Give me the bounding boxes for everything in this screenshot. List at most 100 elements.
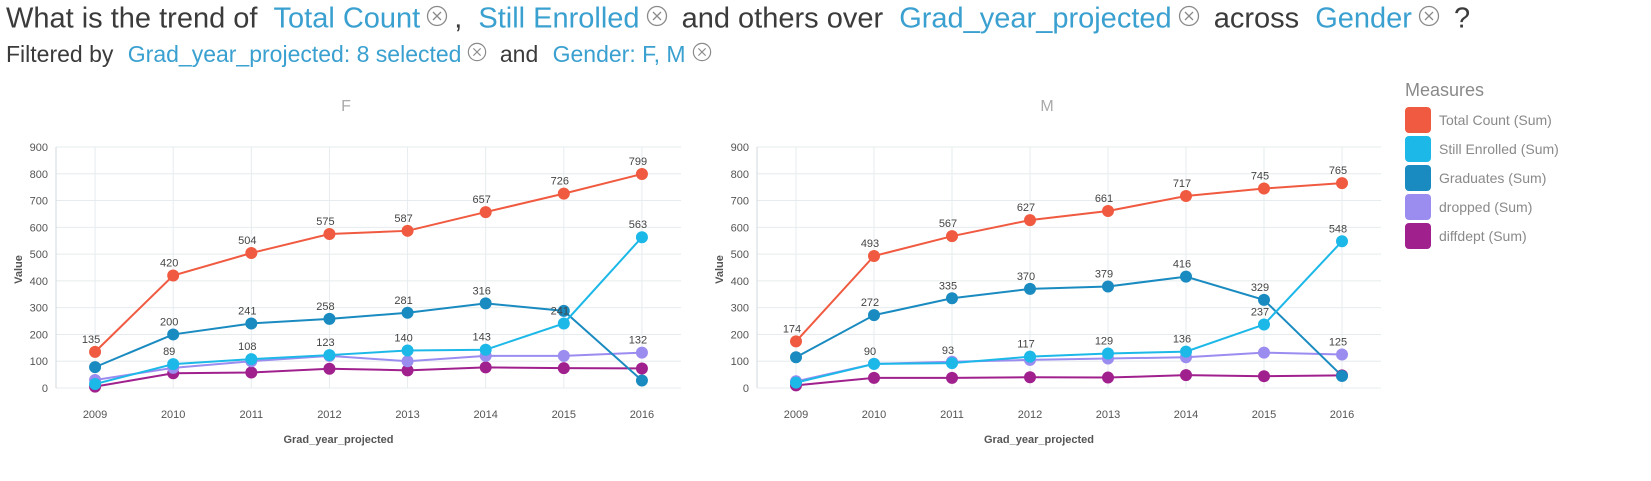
data-point bbox=[401, 224, 414, 237]
legend-item[interactable]: Total Count (Sum) bbox=[1405, 105, 1559, 134]
data-point bbox=[245, 317, 258, 330]
data-point bbox=[1102, 347, 1114, 360]
data-label: 90 bbox=[864, 346, 876, 358]
token-still-enrolled[interactable]: Still Enrolled bbox=[478, 2, 640, 35]
filter-token-gender[interactable]: Gender: F, M bbox=[552, 41, 686, 68]
x-tick-label: 2009 bbox=[784, 409, 808, 421]
data-point bbox=[479, 206, 492, 219]
data-point bbox=[557, 304, 570, 317]
data-label: 493 bbox=[861, 238, 879, 250]
remove-icon[interactable] bbox=[646, 0, 668, 36]
data-point bbox=[1024, 350, 1036, 363]
data-point bbox=[1258, 293, 1270, 306]
y-tick-label: 0 bbox=[743, 383, 749, 395]
y-tick-label: 700 bbox=[731, 196, 749, 208]
data-point bbox=[946, 230, 958, 243]
data-point bbox=[946, 292, 958, 305]
data-point bbox=[401, 344, 414, 357]
data-point bbox=[89, 361, 102, 374]
x-axis-label: Grad_year_projected bbox=[283, 434, 393, 446]
data-label: 416 bbox=[1173, 259, 1191, 271]
series-line bbox=[94, 302, 643, 382]
data-point bbox=[557, 317, 570, 330]
data-point bbox=[167, 269, 180, 282]
filter-token-grad-year[interactable]: Grad_year_projected: 8 selected bbox=[127, 41, 462, 68]
data-label: 587 bbox=[394, 213, 412, 225]
legend-item[interactable]: diffdept (Sum) bbox=[1405, 221, 1559, 250]
data-label: 136 bbox=[1173, 334, 1191, 346]
token-grad-year[interactable]: Grad_year_projected bbox=[899, 2, 1172, 35]
remove-icon[interactable] bbox=[467, 40, 487, 68]
legend: Measures Total Count (Sum) Still Enrolled… bbox=[1405, 80, 1559, 250]
y-tick-label: 500 bbox=[30, 249, 48, 261]
remove-icon[interactable] bbox=[1418, 0, 1440, 36]
data-point bbox=[1336, 369, 1348, 382]
data-point bbox=[323, 312, 336, 325]
data-point bbox=[401, 306, 414, 319]
x-tick-label: 2014 bbox=[473, 409, 497, 421]
series-line bbox=[795, 275, 1343, 377]
x-tick-label: 2011 bbox=[940, 409, 964, 421]
panel-title: M bbox=[1040, 98, 1053, 115]
remove-icon[interactable] bbox=[1178, 0, 1200, 36]
data-point bbox=[167, 358, 180, 371]
question-suffix: ? bbox=[1453, 2, 1471, 35]
y-tick-label: 800 bbox=[731, 169, 749, 181]
data-label: 123 bbox=[316, 337, 334, 349]
data-point bbox=[557, 362, 570, 375]
data-label: 241 bbox=[551, 305, 569, 317]
data-point bbox=[89, 377, 102, 390]
legend-item[interactable]: Still Enrolled (Sum) bbox=[1405, 134, 1559, 163]
series-line bbox=[795, 182, 1343, 343]
data-point bbox=[946, 357, 958, 370]
legend-item[interactable]: dropped (Sum) bbox=[1405, 192, 1559, 221]
data-label: 143 bbox=[473, 332, 491, 344]
data-point bbox=[868, 357, 880, 370]
data-label: 125 bbox=[1329, 337, 1347, 349]
data-point bbox=[1180, 190, 1192, 203]
chart-panel-f: F 0 100 200 300 400 500 600 700 800 900 2009 2010 201… bbox=[13, 98, 681, 446]
x-tick-label: 2011 bbox=[239, 409, 263, 421]
question-prefix: What is the trend of bbox=[6, 2, 258, 35]
data-label: 799 bbox=[629, 156, 647, 168]
data-label: 575 bbox=[316, 216, 334, 228]
legend-item[interactable]: Graduates (Sum) bbox=[1405, 163, 1559, 192]
data-label: 140 bbox=[394, 333, 412, 345]
x-tick-label: 2010 bbox=[161, 409, 185, 421]
data-point bbox=[868, 309, 880, 322]
legend-swatch bbox=[1405, 135, 1431, 162]
legend-label: diffdept (Sum) bbox=[1439, 227, 1527, 244]
data-point bbox=[1024, 214, 1036, 227]
data-point bbox=[1258, 318, 1270, 331]
data-point bbox=[868, 249, 880, 262]
data-label: 241 bbox=[238, 305, 256, 317]
x-tick-label: 2014 bbox=[1174, 409, 1198, 421]
remove-icon[interactable] bbox=[692, 40, 712, 68]
data-label: 117 bbox=[1017, 339, 1035, 351]
data-point bbox=[323, 349, 336, 362]
y-tick-label: 600 bbox=[731, 222, 749, 234]
data-point bbox=[557, 349, 570, 362]
data-point bbox=[323, 228, 336, 241]
question-mid: and others over bbox=[681, 2, 884, 35]
x-tick-label: 2009 bbox=[83, 409, 107, 421]
series-line bbox=[94, 236, 643, 385]
y-tick-label: 200 bbox=[731, 329, 749, 341]
y-axis-label: Value bbox=[13, 255, 25, 284]
legend-swatch bbox=[1405, 106, 1431, 133]
data-label: 316 bbox=[473, 285, 491, 297]
data-label: 258 bbox=[316, 301, 334, 313]
x-tick-label: 2013 bbox=[395, 409, 419, 421]
data-point bbox=[946, 371, 958, 384]
filter-line: Filtered by Grad_year_projected: 8 selec… bbox=[6, 40, 718, 72]
x-tick-label: 2012 bbox=[317, 409, 341, 421]
data-label: 627 bbox=[1017, 202, 1035, 214]
data-point bbox=[1258, 182, 1270, 195]
data-point bbox=[635, 374, 648, 387]
token-gender[interactable]: Gender bbox=[1315, 2, 1412, 35]
y-tick-label: 400 bbox=[30, 276, 48, 288]
remove-icon[interactable] bbox=[426, 0, 448, 36]
legend-title: Measures bbox=[1405, 80, 1485, 100]
x-tick-label: 2015 bbox=[1252, 409, 1276, 421]
token-total-count[interactable]: Total Count bbox=[273, 2, 421, 35]
